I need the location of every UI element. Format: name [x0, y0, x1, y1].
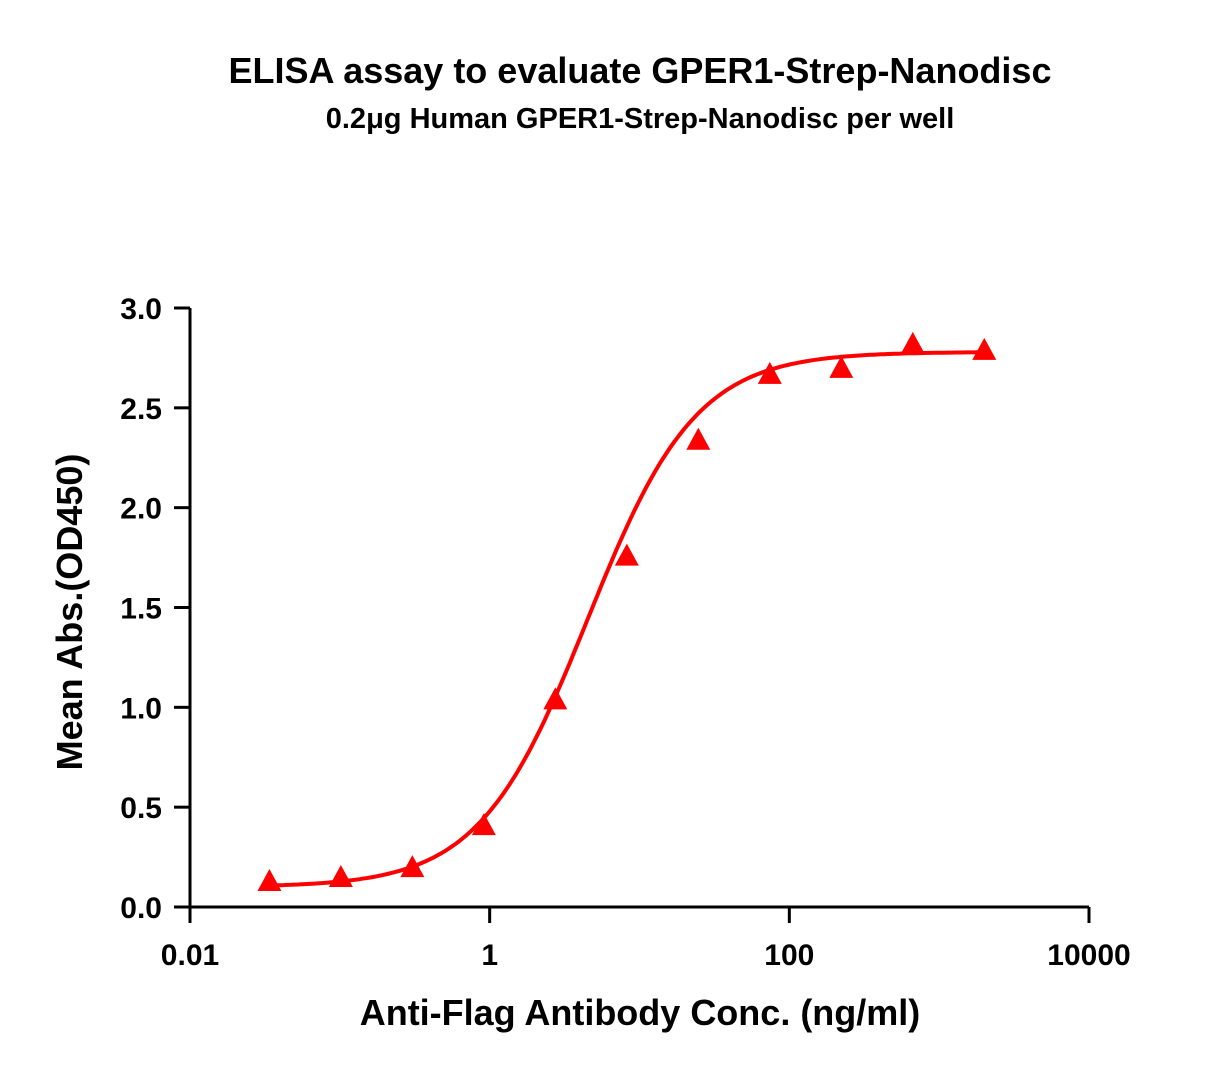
- y-tick-label: 3.0: [120, 293, 162, 326]
- data-point-triangle: [829, 355, 854, 378]
- y-tick-label: 1.5: [120, 593, 162, 626]
- data-point-triangle: [400, 855, 425, 878]
- y-tick-label: 2.5: [120, 393, 162, 426]
- data-point-triangle: [328, 865, 353, 888]
- chart-title: ELISA assay to evaluate GPER1-Strep-Nano…: [229, 50, 1052, 91]
- y-tick-label: 0.5: [120, 792, 162, 825]
- chart-subtitle: 0.2μg Human GPER1-Strep-Nanodisc per wel…: [326, 103, 955, 135]
- data-point-triangle: [972, 337, 997, 360]
- data-point-triangle: [543, 687, 568, 710]
- data-point-triangle: [757, 361, 782, 384]
- y-tick-label: 2.0: [120, 493, 162, 526]
- fit-curve-group: [269, 350, 985, 888]
- data-point-triangle: [900, 331, 925, 354]
- axes: 0.0 0.5 1.0 1.5 2.0 2.5 3.0 0.01 1 100 10000: [120, 293, 1130, 972]
- x-tick-label: 1: [481, 939, 498, 972]
- y-tick-label: 1.0: [120, 692, 162, 725]
- data-points: [257, 331, 997, 892]
- y-axis-label: Mean Abs.(OD450): [49, 454, 90, 771]
- y-tick-label: 0.0: [120, 892, 162, 925]
- data-point-triangle: [257, 869, 282, 892]
- data-point-triangle: [614, 543, 639, 566]
- x-tick-label: 0.01: [161, 939, 219, 972]
- data-point-triangle: [686, 427, 711, 450]
- x-tick-label: 10000: [1047, 939, 1130, 972]
- x-tick-label: 100: [764, 939, 814, 972]
- x-axis-label: Anti-Flag Antibody Conc. (ng/ml): [360, 992, 921, 1033]
- data-point-triangle: [471, 813, 496, 836]
- fit-curve: [269, 350, 985, 888]
